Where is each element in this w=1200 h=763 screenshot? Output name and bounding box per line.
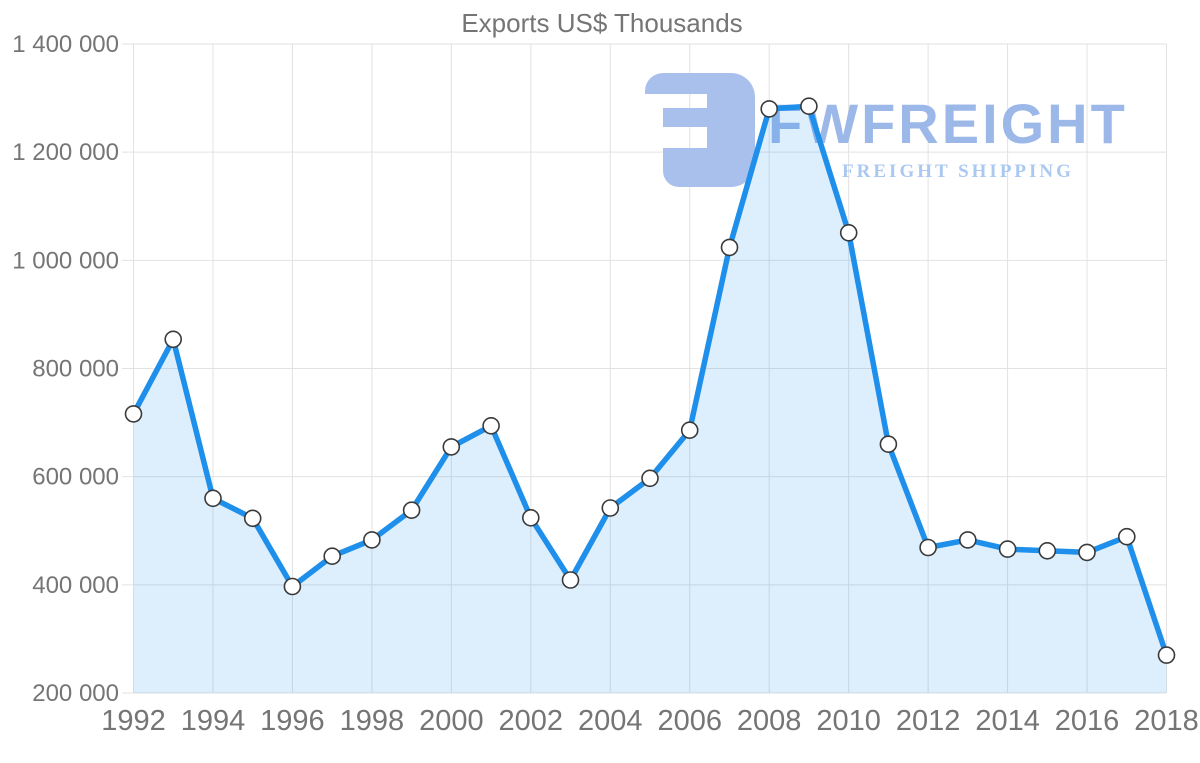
y-tick-label: 600 000: [32, 464, 119, 491]
x-tick-label: 2018: [1134, 705, 1199, 737]
data-point-2014[interactable]: [998, 540, 1017, 558]
data-point-2000[interactable]: [442, 438, 461, 456]
data-point-2011[interactable]: [879, 435, 898, 454]
y-tick-label: 200 000: [32, 680, 119, 707]
x-tick-label: 2012: [896, 705, 961, 737]
y-tick-label: 400 000: [32, 572, 119, 599]
data-point-2003[interactable]: [561, 571, 580, 589]
data-point-1998[interactable]: [363, 531, 381, 549]
fwfreight-logo-icon: [645, 73, 755, 187]
data-point-1995[interactable]: [243, 509, 262, 528]
data-point-2005[interactable]: [641, 469, 659, 488]
watermark-brand-text: FWFREIGHT: [768, 92, 1128, 155]
data-point-2016[interactable]: [1078, 543, 1096, 562]
data-point-2010[interactable]: [839, 224, 858, 242]
data-point-2001[interactable]: [482, 416, 500, 435]
x-tick-label: 2004: [578, 705, 643, 737]
x-tick-label: 2006: [657, 705, 722, 737]
data-point-2018[interactable]: [1157, 646, 1176, 664]
x-tick-label: 2014: [975, 705, 1040, 737]
data-point-1997[interactable]: [323, 547, 342, 566]
data-point-2007[interactable]: [720, 238, 739, 257]
chart-title: Exports US$ Thousands: [461, 8, 743, 38]
x-tick-label: 2016: [1055, 705, 1120, 737]
data-point-2015[interactable]: [1038, 541, 1057, 560]
x-axis-labels: 1992 1994 1996 1998 2000 2002 2004 2006 2008 2010…: [101, 705, 1199, 737]
y-tick-label: 800 000: [32, 356, 119, 383]
x-tick-label: 1996: [260, 705, 325, 737]
x-tick-label: 1992: [101, 705, 166, 737]
data-point-2004[interactable]: [601, 499, 620, 517]
data-point-1999[interactable]: [402, 501, 421, 520]
x-tick-label: 1994: [181, 705, 246, 737]
data-point-2012[interactable]: [919, 538, 937, 557]
watermark: FWFREIGHT FREIGHT SHIPPING: [645, 73, 1128, 187]
data-point-1994[interactable]: [204, 489, 222, 508]
data-point-1992[interactable]: [124, 405, 143, 423]
y-tick-label: 1 000 000: [12, 247, 119, 274]
data-point-2006[interactable]: [680, 421, 699, 440]
x-tick-label: 2002: [499, 705, 564, 737]
data-point-markers: [124, 97, 1176, 664]
y-tick-label: 1 200 000: [12, 139, 119, 166]
x-tick-label: 1998: [340, 705, 405, 737]
gridlines: [122, 43, 1167, 694]
data-point-2002[interactable]: [521, 508, 540, 527]
watermark-tagline-text: FREIGHT SHIPPING: [842, 161, 1074, 182]
data-point-1993[interactable]: [164, 330, 182, 349]
data-point-2017[interactable]: [1118, 527, 1136, 546]
y-axis-labels: 200 000 400 000 600 000 800 000 1 000 000 1 2…: [12, 31, 119, 707]
data-point-2009[interactable]: [800, 97, 818, 115]
data-point-2008[interactable]: [760, 100, 779, 118]
y-tick-label: 1 400 000: [12, 31, 119, 58]
x-tick-label: 2010: [816, 705, 881, 737]
area-series-fill: [133, 106, 1167, 693]
x-tick-label: 2008: [737, 705, 802, 737]
x-tick-label: 2000: [419, 705, 484, 737]
data-point-2013[interactable]: [958, 531, 977, 549]
data-point-1996[interactable]: [283, 577, 302, 596]
